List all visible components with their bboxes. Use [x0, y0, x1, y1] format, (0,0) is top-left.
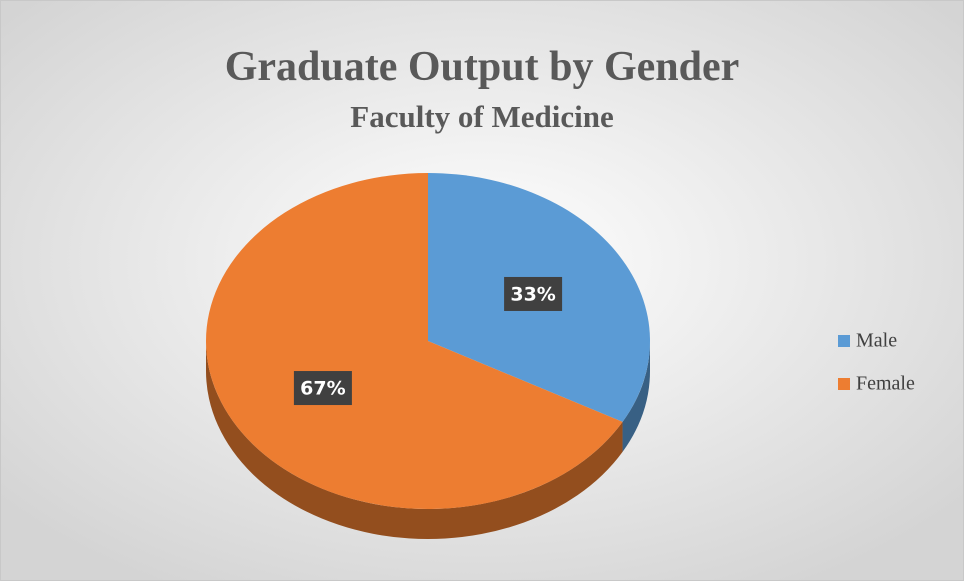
- legend-swatch: [838, 335, 850, 347]
- value-label-box: [293, 371, 352, 406]
- pie-slice: [206, 173, 623, 509]
- legend-label: Male: [856, 330, 897, 352]
- value-label: 67%: [300, 378, 345, 400]
- legend-label: Female: [856, 373, 915, 395]
- legend-swatch: [838, 378, 850, 390]
- pie-side: [206, 341, 623, 539]
- pie-side: [622, 341, 650, 452]
- chart-title: Graduate Output by Gender: [225, 44, 740, 90]
- value-label-box: [504, 276, 563, 311]
- chart-subtitle: Faculty of Medicine: [350, 99, 613, 134]
- value-label: 33%: [510, 283, 555, 305]
